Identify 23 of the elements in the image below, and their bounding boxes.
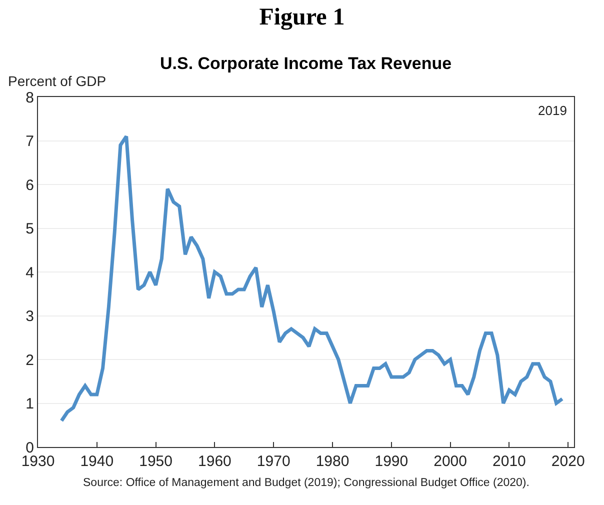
x-tick-label: 2010 — [492, 453, 526, 470]
x-tick-label: 2000 — [434, 453, 467, 470]
y-tick-label: 4 — [26, 264, 34, 282]
x-tick-label: 1990 — [374, 453, 408, 470]
source-note: Source: Office of Management and Budget (2019); Congressional Budget Office (2020). — [83, 477, 530, 489]
x-tick-label: 1980 — [316, 453, 350, 470]
y-axis-title: Percent of GDP — [8, 73, 106, 89]
chart-subtitle: U.S. Corporate Income Tax Revenue — [160, 54, 452, 73]
y-tick-label: 8 — [26, 89, 34, 106]
y-tick-label: 5 — [26, 220, 34, 238]
x-tick-label: 1950 — [139, 453, 172, 470]
y-tick-label: 3 — [26, 308, 34, 325]
x-tick-label: 1960 — [198, 453, 232, 470]
y-tick-label: 7 — [26, 133, 34, 150]
y-tick-label: 1 — [26, 396, 34, 412]
chart-title: Figure 1 — [259, 4, 345, 30]
x-tick-label: 1940 — [80, 453, 114, 470]
x-tick-label: 1970 — [256, 453, 290, 470]
annotation: 2019 — [538, 103, 567, 118]
y-tick-label: 6 — [26, 176, 34, 194]
y-tick-label: 2 — [26, 352, 34, 369]
x-tick-label: 2020 — [551, 453, 585, 470]
line-series — [60, 134, 564, 422]
